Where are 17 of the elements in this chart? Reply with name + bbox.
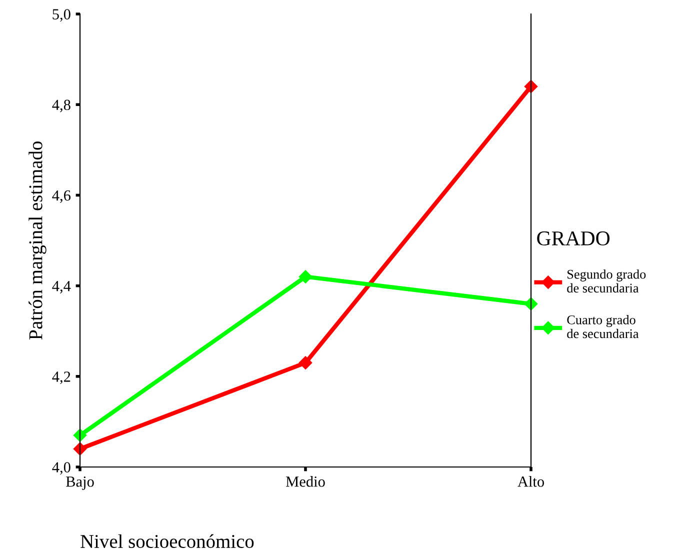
point [73,428,87,442]
x-tick-label: Alto [518,476,544,487]
y-axis-title: Patrón marginal estimado [28,142,46,340]
x-axis-title: Nivel socioeconómico [80,534,254,548]
y-tick-label: 4,4 [52,281,71,294]
point [298,270,312,284]
y-tick-label: 5,0 [52,9,70,22]
y-tick-label: 4,0 [52,462,70,475]
point [298,356,312,370]
y-tick-label: 4,6 [52,190,71,203]
x-tick-label: Medio [286,476,325,487]
y-tick-label: 4,2 [52,372,70,384]
x-tick-label: Bajo [66,476,94,490]
legend-label: Cuarto grado de secundaria [567,315,639,338]
y-tick-label: 4,8 [52,100,70,112]
legend-title: GRADO [537,231,610,246]
legend-label: Segundo grado de secundaria [567,269,646,293]
